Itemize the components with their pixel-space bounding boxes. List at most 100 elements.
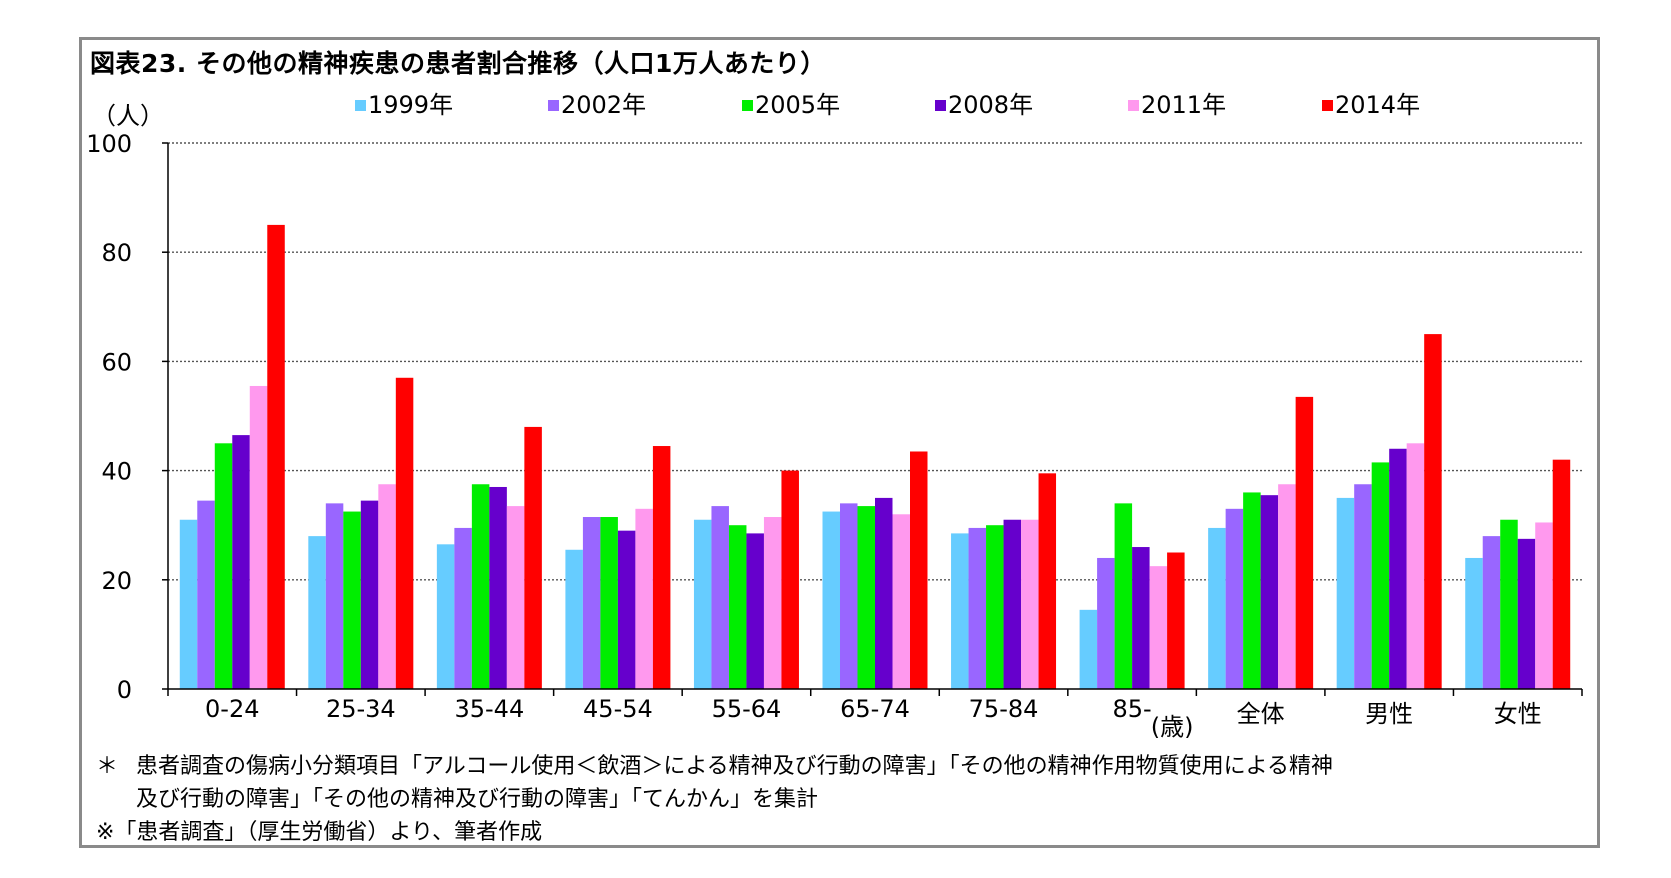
bar — [1149, 566, 1168, 689]
bar — [1424, 334, 1442, 689]
bar — [506, 506, 525, 689]
bar — [1260, 495, 1279, 689]
bar — [1371, 462, 1390, 689]
bar — [968, 527, 987, 689]
bar — [1535, 522, 1553, 689]
note-asterisk: ＊ — [96, 754, 119, 779]
bar — [308, 536, 326, 689]
bar — [1278, 484, 1296, 689]
bar — [489, 486, 507, 689]
chart-notes: ＊ 患者調査の傷病小分類項目「アルコール使用＜飲酒＞による精神及び行動の障害」「そ… — [96, 750, 1333, 849]
x-category-label: 55-64 — [712, 695, 782, 723]
figure-frame — [79, 37, 1600, 848]
legend-label: 2008年 — [948, 91, 1033, 119]
bar — [1038, 473, 1057, 689]
legend-swatch — [935, 100, 946, 111]
y-tick-label: 0 — [117, 676, 132, 704]
bar — [1482, 536, 1501, 689]
bar — [1167, 552, 1185, 689]
legend-swatch — [1128, 100, 1139, 111]
bar — [565, 549, 583, 689]
bar — [781, 470, 799, 689]
bar — [1114, 503, 1133, 689]
bar — [1243, 492, 1261, 689]
note-line-3: ※「患者調査」（厚生労働省）より、筆者作成 — [96, 820, 543, 845]
bar — [1132, 547, 1150, 689]
legend-swatch — [355, 100, 366, 111]
bar — [1225, 508, 1244, 689]
legend-label: 2011年 — [1141, 91, 1226, 119]
bar — [951, 533, 969, 689]
y-tick-label: 40 — [101, 458, 132, 486]
y-tick-label: 60 — [101, 348, 132, 376]
bar — [1097, 557, 1115, 689]
bar — [617, 530, 636, 689]
bar — [600, 517, 618, 689]
bar — [249, 385, 268, 689]
y-tick-label: 100 — [86, 130, 132, 158]
y-axis-unit-label: （人） — [92, 102, 164, 130]
bar — [840, 503, 858, 689]
bar — [635, 508, 653, 689]
bar — [910, 451, 928, 689]
x-category-label: 65-74 — [840, 695, 910, 723]
bar — [857, 506, 875, 689]
legend-label: 1999年 — [368, 91, 453, 119]
x-category-label: 75-84 — [969, 695, 1039, 723]
legend-label: 2005年 — [755, 91, 840, 119]
bar — [711, 506, 729, 689]
bar — [179, 519, 198, 689]
bar — [892, 514, 910, 689]
bar — [325, 503, 344, 689]
bar — [1295, 396, 1314, 689]
bar — [360, 500, 379, 689]
bar — [524, 426, 542, 689]
bar — [436, 544, 455, 689]
bar — [652, 446, 671, 689]
legend-label: 2014年 — [1335, 91, 1420, 119]
bar — [822, 511, 840, 689]
bar — [454, 527, 472, 689]
x-category-label: 男性 — [1365, 700, 1413, 728]
bar — [197, 500, 215, 689]
bar — [746, 533, 764, 689]
bar — [1336, 497, 1355, 689]
bar — [1021, 519, 1039, 689]
bar — [1354, 484, 1372, 689]
note-line-1: ＊ 患者調査の傷病小分類項目「アルコール使用＜飲酒＞による精神及び行動の障害」「そ… — [96, 750, 1333, 783]
note-text-1: 患者調査の傷病小分類項目「アルコール使用＜飲酒＞による精神及び行動の障害」「その… — [136, 754, 1334, 779]
note-line-2: 及び行動の障害」「その他の精神及び行動の障害」「てんかん」を集計 — [136, 787, 819, 812]
x-category-label: 45-54 — [583, 695, 653, 723]
bar — [582, 517, 601, 689]
x-unit-label: (歳) — [1151, 713, 1194, 741]
x-category-label: 35-44 — [454, 695, 524, 723]
bar — [471, 484, 490, 689]
chart-title: 図表23. その他の精神疾患の患者割合推移（人口1万人あたり） — [90, 49, 826, 78]
x-category-label: 全体 — [1237, 700, 1285, 728]
legend-label: 2002年 — [561, 91, 646, 119]
bar — [763, 517, 782, 689]
bar — [986, 525, 1004, 689]
bar — [693, 519, 712, 689]
bar — [267, 224, 285, 689]
x-category-label: 0-24 — [205, 695, 259, 723]
bar — [875, 497, 893, 689]
bar — [232, 435, 250, 689]
bar — [1208, 527, 1226, 689]
bar — [1079, 609, 1098, 689]
bar — [1389, 448, 1407, 689]
bar — [343, 511, 361, 689]
x-category-label: 女性 — [1494, 700, 1542, 728]
bar — [1406, 443, 1425, 689]
legend-swatch — [1322, 100, 1333, 111]
bar — [1465, 557, 1483, 689]
bar — [1552, 459, 1571, 689]
bar — [378, 484, 396, 689]
bar — [728, 525, 747, 689]
legend-swatch — [548, 100, 559, 111]
bar — [395, 377, 414, 689]
bar — [1500, 519, 1518, 689]
y-tick-label: 20 — [101, 567, 132, 595]
x-category-label: 85- — [1112, 695, 1151, 723]
